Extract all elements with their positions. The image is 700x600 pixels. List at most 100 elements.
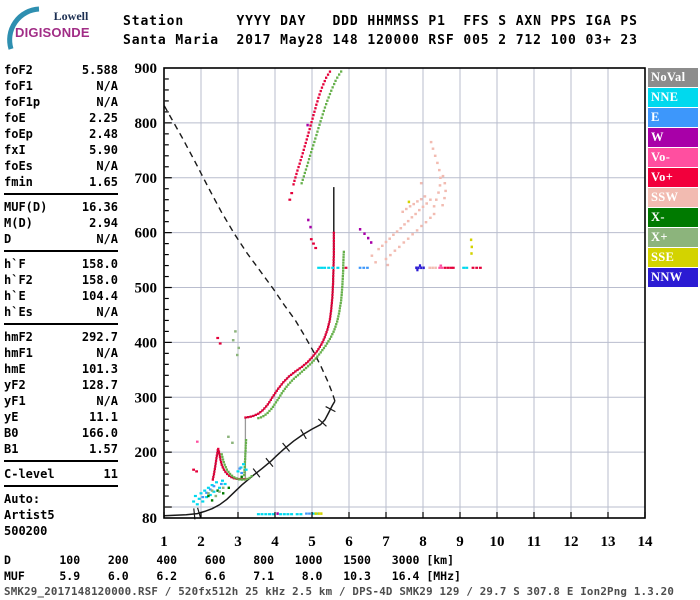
- y-axis-label: 600: [135, 226, 158, 242]
- param-label: hmF1: [4, 346, 33, 360]
- plot-frame: [163, 67, 646, 519]
- profile-tick: [282, 442, 291, 452]
- param-value: 158.0: [81, 257, 118, 271]
- param-label: foEs: [4, 159, 33, 173]
- x-axis-label: 9: [456, 534, 464, 550]
- panel-auto-line: Auto:: [4, 492, 41, 506]
- x-axis-label: 1: [160, 534, 168, 550]
- muf-row: MUF 5.9 6.0 6.2 6.6 7.1 8.0 10.3 16.4 [M…: [4, 569, 461, 583]
- legend-item-e: E: [648, 108, 698, 127]
- distance-row: D 100 200 400 600 800 1000 1500 3000 [km…: [4, 553, 455, 567]
- x-axis-label: 3: [234, 534, 242, 550]
- param-label: B0: [4, 426, 19, 440]
- x-axis-label: 11: [527, 534, 541, 550]
- panel-auto-line: 500200: [4, 524, 48, 538]
- param-label: D: [4, 232, 12, 246]
- f-trace-o-upper-fit: [245, 232, 335, 419]
- legend-item-w: W: [648, 128, 698, 147]
- param-value: N/A: [96, 79, 118, 93]
- x-axis-label: 5: [308, 534, 316, 550]
- panel-row: h`F 158.0: [4, 256, 118, 272]
- legend-item-noval: NoVal: [648, 68, 698, 87]
- legend-item-x: X-: [648, 208, 698, 227]
- legend-item-ssw: SSW: [648, 188, 698, 207]
- param-label: foE: [4, 111, 26, 125]
- param-label: h`F2: [4, 273, 33, 287]
- param-label: yF2: [4, 378, 26, 392]
- panel-row: hmE 101.3: [4, 361, 118, 377]
- param-value: 2.94: [89, 216, 118, 230]
- param-value: 128.7: [81, 378, 118, 392]
- profile-tick: [265, 457, 274, 468]
- x-axis-label: 10: [490, 534, 505, 550]
- x-axis-label: 6: [345, 534, 353, 550]
- param-value: 11.1: [89, 410, 118, 424]
- panel-row: C-level 11: [4, 466, 118, 482]
- panel-row: MUF(D) 16.36: [4, 199, 118, 215]
- param-value: 2.25: [89, 111, 118, 125]
- logo-lowell-text: Lowell: [53, 9, 89, 23]
- legend-item-vo: Vo-: [648, 148, 698, 167]
- param-value: 11: [103, 467, 118, 481]
- param-value: N/A: [96, 232, 118, 246]
- panel-row: M(D) 2.94: [4, 215, 118, 231]
- profile-tick: [325, 406, 336, 413]
- param-value: 104.4: [81, 289, 118, 303]
- param-value: 5.588: [81, 63, 118, 77]
- panel-row: yE 11.1: [4, 409, 118, 425]
- panel-row: yF2 128.7: [4, 377, 118, 393]
- param-label: h`F: [4, 257, 26, 271]
- param-value: 16.36: [81, 200, 118, 214]
- param-value: 158.0: [81, 273, 118, 287]
- lowell-digisonde-logo: Lowell DIGISONDE: [6, 6, 118, 52]
- profile-tick: [252, 468, 261, 478]
- param-value: 2.48: [89, 127, 118, 141]
- param-label: h`E: [4, 289, 26, 303]
- param-label: foF1: [4, 79, 33, 93]
- panel-row: foEp 2.48: [4, 126, 118, 142]
- legend-item-nne: NNE: [648, 88, 698, 107]
- x-axis-label: 7: [382, 534, 390, 550]
- station-header: Station YYYY DAY DDD HHMMSS P1 FFS S AXN…: [123, 12, 638, 50]
- panel-divider: [4, 460, 118, 462]
- panel-row: hmF1 N/A: [4, 345, 118, 361]
- param-label: hmE: [4, 362, 26, 376]
- param-label: hmF2: [4, 330, 33, 344]
- param-label: foEp: [4, 127, 33, 141]
- header-column-titles: Station YYYY DAY DDD HHMMSS P1 FFS S AXN…: [123, 14, 638, 29]
- panel-row: foF1p N/A: [4, 94, 118, 110]
- panel-divider: [4, 323, 118, 325]
- param-value: 1.65: [89, 175, 118, 189]
- file-info-footer: SMK29_2017148120000.RSF / 520fx512h 25 k…: [4, 585, 675, 598]
- panel-row: B0 166.0: [4, 425, 118, 441]
- logo-digisonde-text: DIGISONDE: [15, 25, 90, 40]
- param-value: 292.7: [81, 330, 118, 344]
- x-axis-label: 12: [564, 534, 579, 550]
- panel-row: D N/A: [4, 231, 118, 247]
- x-axis-label: 14: [638, 534, 654, 550]
- y-axis-label: 800: [135, 116, 158, 132]
- panel-row: fxI 5.90: [4, 142, 118, 158]
- panel-row: foF2 5.588: [4, 62, 118, 78]
- param-value: N/A: [96, 394, 118, 408]
- panel-row: foEs N/A: [4, 158, 118, 174]
- panel-row: yF1 N/A: [4, 393, 118, 409]
- legend-item-x: X+: [648, 228, 698, 247]
- x-axis-label: 2: [197, 534, 205, 550]
- panel-row: fmin 1.65: [4, 174, 118, 190]
- y-axis-label: 400: [135, 335, 158, 351]
- profile-tick: [300, 429, 307, 440]
- direction-legend: NoVal NNE E W Vo- Vo+ SSW X- X+ SSE NNW: [648, 68, 698, 288]
- x-axis-label: 4: [271, 534, 279, 550]
- y-axis-label: 900: [135, 61, 158, 77]
- panel-row: h`Es N/A: [4, 304, 118, 320]
- topside-profile-extrapolation: [163, 104, 336, 402]
- panel-row: B1 1.57: [4, 441, 118, 457]
- param-label: fxI: [4, 143, 26, 157]
- legend-item-sse: SSE: [648, 248, 698, 267]
- param-label: yF1: [4, 394, 26, 408]
- panel-divider: [4, 193, 118, 195]
- y-axis-label: 500: [135, 281, 158, 297]
